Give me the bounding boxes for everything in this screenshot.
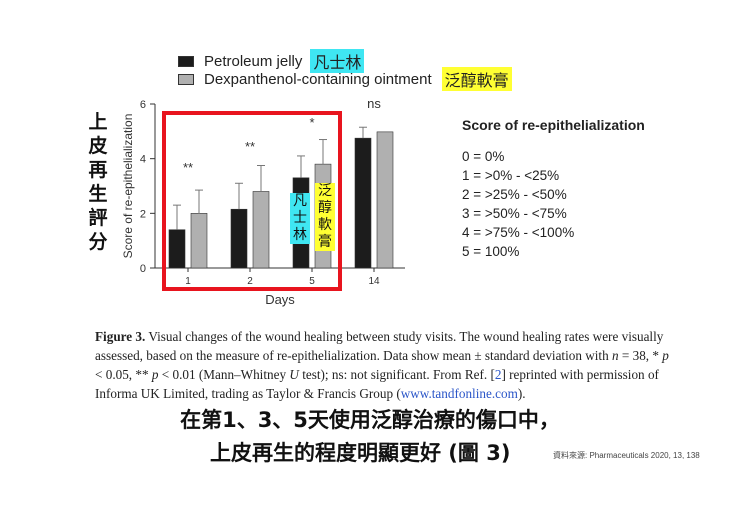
bar-label-char: 士	[293, 210, 307, 226]
legend-swatch-dexpanthenol	[178, 73, 194, 85]
caption-text: < 0.05, **	[95, 367, 152, 382]
summary-line-1: 在第1、3、5天使用泛醇治療的傷口中，	[180, 408, 560, 432]
legend-label-dexpanthenol: Dexpanthenol-containing ointment	[204, 70, 432, 88]
bar-dexpanthenol	[190, 213, 208, 269]
legend-tag-dexpanthenol: 泛醇軟膏	[441, 67, 512, 91]
y-tick-label: 4	[140, 154, 146, 166]
vertical-char: 上	[88, 111, 108, 133]
in-bar-label-petroleum: 凡 士 林	[290, 193, 310, 244]
in-bar-label-dexpanthenol: 泛 醇 軟 膏	[315, 183, 335, 251]
key-item: 1 = >0% - <25%	[462, 168, 560, 183]
summary-line-2: 上皮再生的程度明顯更好 (圖 3)	[210, 441, 511, 465]
bar-dexpanthenol	[252, 191, 270, 269]
significance-label: ns	[367, 96, 381, 111]
vertical-char: 生	[88, 183, 108, 205]
bar-label-char: 泛	[318, 183, 332, 199]
x-tick-label: 1	[185, 276, 191, 287]
bar-petroleum	[354, 137, 372, 269]
bar-petroleum	[230, 208, 248, 269]
bar-label-char: 林	[293, 227, 307, 243]
bar-label-char: 醇	[318, 200, 332, 216]
x-tick-label: 2	[247, 276, 253, 287]
y-tick-label: 0	[140, 263, 146, 275]
key-item: 3 = >50% - <75%	[462, 206, 567, 221]
caption-text: Visual changes of the wound healing betw…	[95, 329, 664, 363]
bar-chart: 0 2 4 6 Score of re-epithelialization 1 2 5 14 Da…	[121, 96, 405, 307]
bar-label-char: 凡	[293, 193, 307, 209]
caption-text: ).	[517, 386, 526, 401]
bar-label-char: 軟	[318, 217, 332, 233]
x-axis-label: Days	[265, 292, 295, 307]
significance-label: **	[245, 139, 255, 154]
bar-label-char: 膏	[318, 234, 332, 250]
vertical-char: 分	[88, 231, 108, 253]
legend-item-petroleum: Petroleum jelly 凡士林	[178, 49, 365, 73]
key-list: 0 = 0% 1 = >0% - <25% 2 = >25% - <50% 3 …	[462, 147, 574, 261]
legend-swatch-petroleum	[178, 55, 194, 67]
caption-italic: U	[289, 367, 299, 382]
caption-italic: n	[612, 348, 619, 363]
significance-label: **	[183, 160, 193, 175]
significance-label: *	[309, 115, 314, 130]
legend-tag-petroleum: 凡士林	[310, 49, 365, 73]
highlight-box	[162, 111, 342, 291]
key-title: Score of re-epithelialization	[462, 117, 645, 133]
bar-petroleum	[168, 229, 186, 269]
caption-italic: p	[662, 348, 669, 363]
y-tick-label: 6	[140, 99, 146, 111]
y-tick-label: 2	[140, 208, 146, 220]
vertical-char: 皮	[88, 135, 108, 157]
figure-label: Figure 3.	[95, 329, 146, 344]
key-item: 5 = 100%	[462, 244, 520, 259]
x-tick-label: 5	[309, 276, 315, 287]
caption-text: = 38, *	[618, 348, 663, 363]
reference-link[interactable]: 2	[494, 367, 502, 382]
source-note: 資料來源: Pharmaceuticals 2020, 13, 138	[553, 451, 700, 460]
key-item: 2 = >25% - <50%	[462, 187, 567, 202]
caption-text: < 0.01 (Mann–Whitney	[158, 367, 290, 382]
y-axis-label: Score of re-epithelialization	[121, 114, 135, 259]
tandfonline-link[interactable]: www.tandfonline.com	[400, 386, 518, 401]
key-item: 0 = 0%	[462, 149, 505, 164]
legend-item-dexpanthenol: Dexpanthenol-containing ointment 泛醇軟膏	[178, 67, 512, 91]
caption-text: ] reprinted with permission of Informa U…	[95, 367, 659, 401]
legend-label-petroleum: Petroleum jelly	[204, 52, 303, 70]
x-tick-label: 14	[368, 276, 380, 287]
key-item: 4 = >75% - <100%	[462, 225, 575, 240]
vertical-char: 再	[88, 159, 108, 181]
bar-dexpanthenol	[376, 131, 394, 269]
vertical-char: 評	[88, 207, 108, 229]
vertical-score-label: 上 皮 再 生 評 分	[86, 110, 110, 254]
figure-caption: Figure 3. Visual changes of the wound he…	[95, 327, 670, 403]
caption-text: test); ns: not significant. From Ref. [	[298, 367, 495, 382]
caption-italic: p	[151, 367, 159, 382]
